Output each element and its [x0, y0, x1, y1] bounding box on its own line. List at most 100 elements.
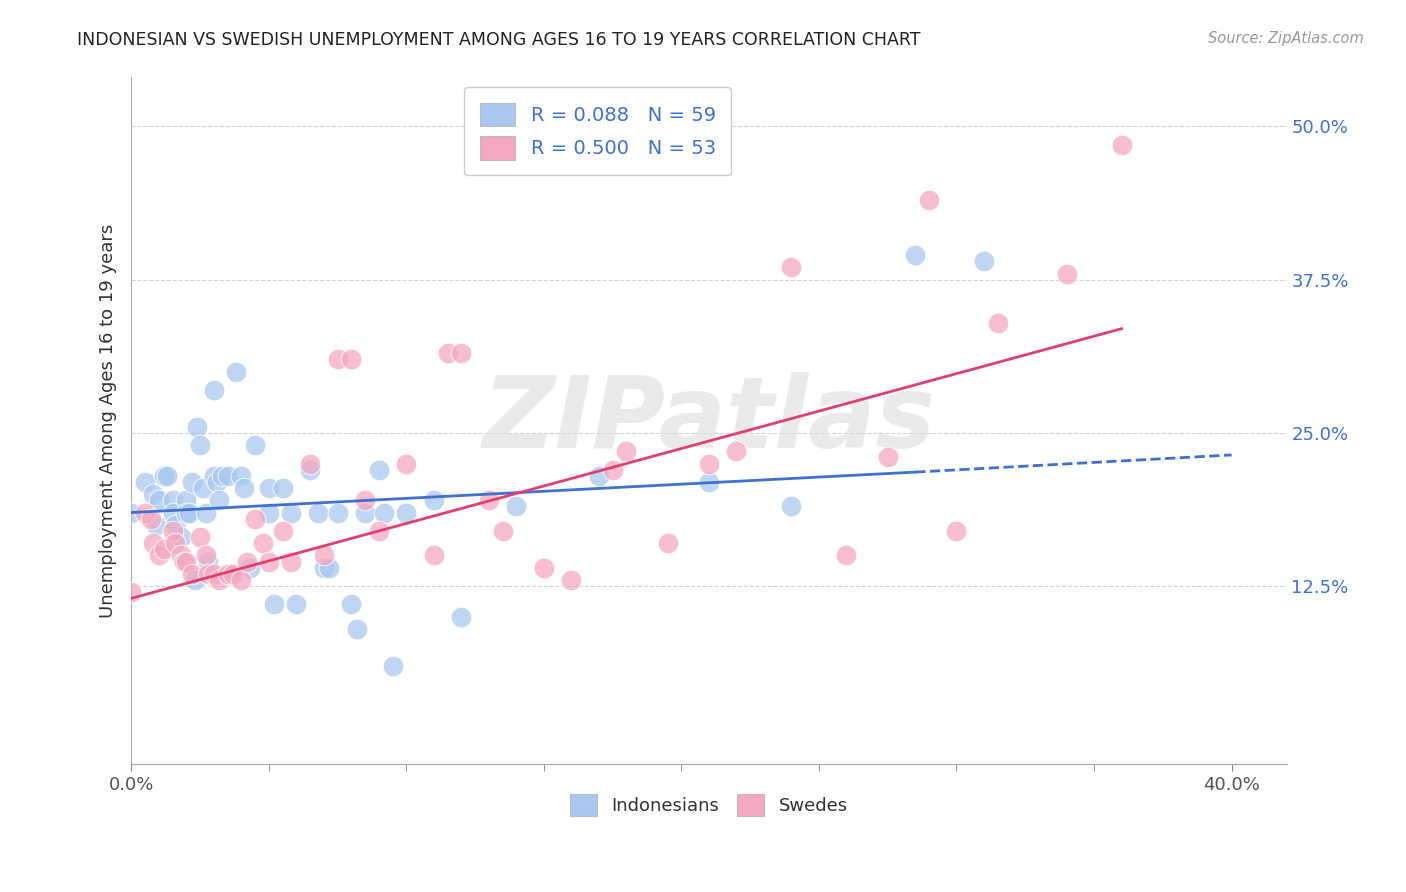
Point [1111, 137, 1133, 152]
Point [142, 487, 165, 501]
Point [697, 457, 720, 471]
Point [280, 555, 302, 569]
Text: INDONESIAN VS SWEDISH UNEMPLOYMENT AMONG AGES 16 TO 19 YEARS CORRELATION CHART: INDONESIAN VS SWEDISH UNEMPLOYMENT AMONG… [77, 31, 921, 49]
Point [725, 444, 748, 458]
Y-axis label: Unemployment Among Ages 16 to 19 years: Unemployment Among Ages 16 to 19 years [100, 224, 117, 618]
Point [217, 566, 239, 581]
Point [186, 419, 208, 434]
Point [145, 517, 167, 532]
Point [346, 622, 368, 636]
Point [148, 549, 170, 563]
Point [560, 573, 582, 587]
Point [307, 506, 329, 520]
Point [423, 493, 446, 508]
Point [491, 524, 513, 538]
Point [835, 549, 858, 563]
Point [208, 493, 231, 508]
Point [780, 260, 803, 275]
Point [657, 536, 679, 550]
Point [533, 560, 555, 574]
Point [299, 457, 322, 471]
Point [197, 566, 219, 581]
Point [285, 598, 308, 612]
Point [945, 524, 967, 538]
Point [162, 493, 184, 508]
Point [450, 609, 472, 624]
Point [312, 549, 335, 563]
Point [177, 506, 200, 520]
Point [904, 248, 927, 262]
Point [188, 438, 211, 452]
Point [263, 598, 285, 612]
Point [478, 493, 501, 508]
Point [162, 506, 184, 520]
Point [987, 316, 1010, 330]
Point [194, 506, 217, 520]
Point [194, 549, 217, 563]
Point [340, 598, 363, 612]
Point [326, 352, 349, 367]
Point [918, 193, 941, 207]
Text: ZIPatlas: ZIPatlas [482, 372, 935, 469]
Point [1056, 267, 1078, 281]
Point [876, 450, 898, 465]
Point [134, 475, 156, 489]
Point [423, 549, 446, 563]
Point [134, 506, 156, 520]
Point [973, 254, 995, 268]
Point [148, 493, 170, 508]
Point [225, 365, 247, 379]
Point [156, 468, 179, 483]
Point [373, 506, 395, 520]
Point [188, 530, 211, 544]
Point [153, 468, 176, 483]
Point [312, 560, 335, 574]
Point [170, 530, 193, 544]
Text: Source: ZipAtlas.com: Source: ZipAtlas.com [1208, 31, 1364, 46]
Point [211, 468, 233, 483]
Point [395, 506, 418, 520]
Point [280, 506, 302, 520]
Point [191, 481, 214, 495]
Point [299, 463, 322, 477]
Point [354, 506, 377, 520]
Point [257, 555, 280, 569]
Point [174, 555, 197, 569]
Point [243, 438, 266, 452]
Point [367, 463, 389, 477]
Point [165, 536, 187, 550]
Point [318, 560, 340, 574]
Point [697, 475, 720, 489]
Point [174, 493, 197, 508]
Point [326, 506, 349, 520]
Point [354, 493, 377, 508]
Point [142, 536, 165, 550]
Point [236, 555, 259, 569]
Point [202, 383, 225, 397]
Point [616, 444, 638, 458]
Point [202, 566, 225, 581]
Point [395, 457, 418, 471]
Point [780, 500, 803, 514]
Point [505, 500, 527, 514]
Point [233, 481, 256, 495]
Point [381, 658, 404, 673]
Point [271, 481, 294, 495]
Point [197, 555, 219, 569]
Point [162, 524, 184, 538]
Legend: Indonesians, Swedes: Indonesians, Swedes [562, 787, 855, 823]
Point [165, 517, 187, 532]
Point [257, 481, 280, 495]
Point [153, 542, 176, 557]
Point [367, 524, 389, 538]
Point [231, 468, 253, 483]
Point [243, 511, 266, 525]
Point [588, 468, 610, 483]
Point [205, 475, 228, 489]
Point [180, 566, 202, 581]
Point [170, 549, 193, 563]
Point [120, 506, 142, 520]
Point [219, 566, 242, 581]
Point [120, 585, 142, 599]
Point [202, 468, 225, 483]
